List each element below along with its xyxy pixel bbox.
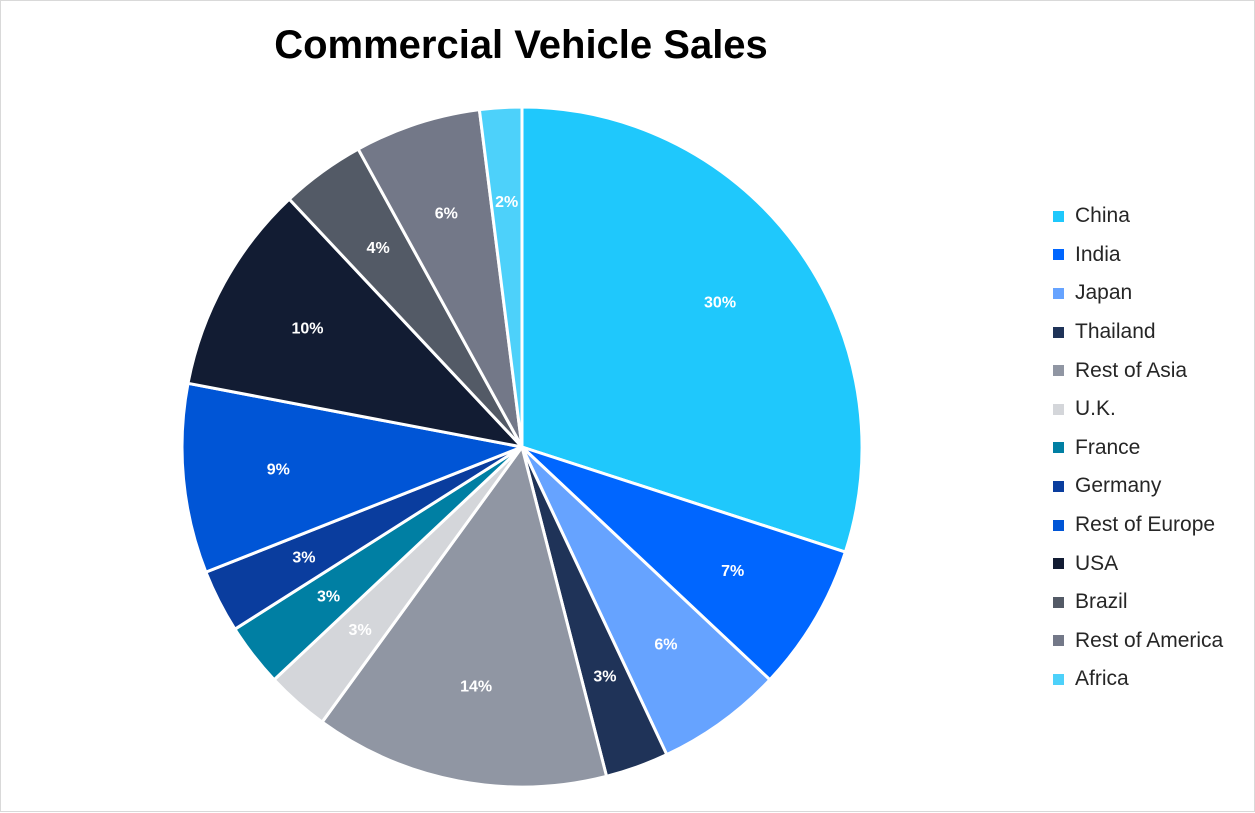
legend-item: USA	[1053, 544, 1223, 583]
legend-label: Thailand	[1075, 320, 1156, 344]
legend-label: China	[1075, 204, 1130, 228]
chart-legend: China India Japan Thailand Rest of Asia U.K. F…	[1053, 197, 1223, 699]
pie-slice-africa	[477, 105, 524, 449]
legend-item: Thailand	[1053, 313, 1223, 352]
legend-swatch	[1053, 596, 1064, 608]
data-label: 9%	[267, 461, 290, 478]
legend-swatch	[1053, 365, 1064, 377]
legend-item: Africa	[1053, 660, 1223, 699]
data-label: 3%	[317, 588, 340, 605]
legend-swatch	[1053, 673, 1064, 685]
legend-label: Rest of Asia	[1075, 358, 1188, 382]
pie-slice-japan	[520, 445, 772, 757]
legend-label: India	[1075, 242, 1121, 266]
legend-label: Rest of America	[1075, 628, 1224, 652]
legend-swatch	[1053, 249, 1064, 261]
legend-swatch	[1053, 519, 1064, 531]
pie-slice-usa	[186, 197, 524, 449]
legend-item: Germany	[1053, 467, 1223, 506]
legend-swatch	[1053, 480, 1064, 492]
data-label: 3%	[593, 669, 616, 686]
legend-label: Germany	[1075, 474, 1162, 498]
legend-item: U.K.	[1053, 390, 1223, 429]
data-label: 2%	[495, 194, 518, 211]
legend-swatch	[1053, 558, 1064, 570]
legend-label: Africa	[1075, 667, 1129, 691]
legend-swatch	[1053, 210, 1064, 222]
data-label: 10%	[291, 320, 323, 337]
pie-chart: 30% 7% 6% 3% 14% 3% 3% 3% 9% 10% 4% 6% 2%	[180, 105, 864, 789]
legend-item: France	[1053, 429, 1223, 468]
legend-item: India	[1053, 236, 1223, 275]
legend-label: Japan	[1075, 281, 1133, 305]
pie-slice-rest-of-america	[356, 108, 524, 449]
pie-slice-rest-of-asia	[320, 445, 609, 789]
legend-label: USA	[1075, 551, 1119, 575]
data-label: 14%	[460, 679, 492, 696]
pie-slice-india	[520, 445, 847, 682]
legend-label: U.K.	[1075, 397, 1116, 421]
legend-item: China	[1053, 197, 1223, 236]
data-label: 7%	[721, 563, 744, 580]
data-label: 6%	[654, 636, 677, 653]
legend-item: Japan	[1053, 274, 1223, 313]
data-label: 6%	[435, 205, 458, 222]
legend-swatch	[1053, 442, 1064, 454]
legend-item: Brazil	[1053, 583, 1223, 622]
chart-title: Commercial Vehicle Sales	[274, 23, 768, 67]
data-label: 4%	[367, 240, 390, 257]
data-label: 3%	[349, 622, 372, 639]
legend-label: Rest of Europe	[1075, 513, 1216, 537]
legend-swatch	[1053, 635, 1064, 647]
legend-label: Brazil	[1075, 590, 1128, 614]
data-label: 30%	[704, 294, 736, 311]
legend-swatch	[1053, 403, 1064, 415]
legend-swatch	[1053, 326, 1064, 338]
legend-item: Rest of Europe	[1053, 506, 1223, 545]
legend-swatch	[1053, 287, 1064, 299]
legend-item: Rest of Asia	[1053, 351, 1223, 390]
pie-slice-rest-of-europe	[180, 381, 524, 574]
legend-item: Rest of America	[1053, 622, 1223, 661]
pie-slice-china	[520, 105, 864, 554]
data-label: 3%	[292, 549, 315, 566]
legend-label: France	[1075, 435, 1141, 459]
